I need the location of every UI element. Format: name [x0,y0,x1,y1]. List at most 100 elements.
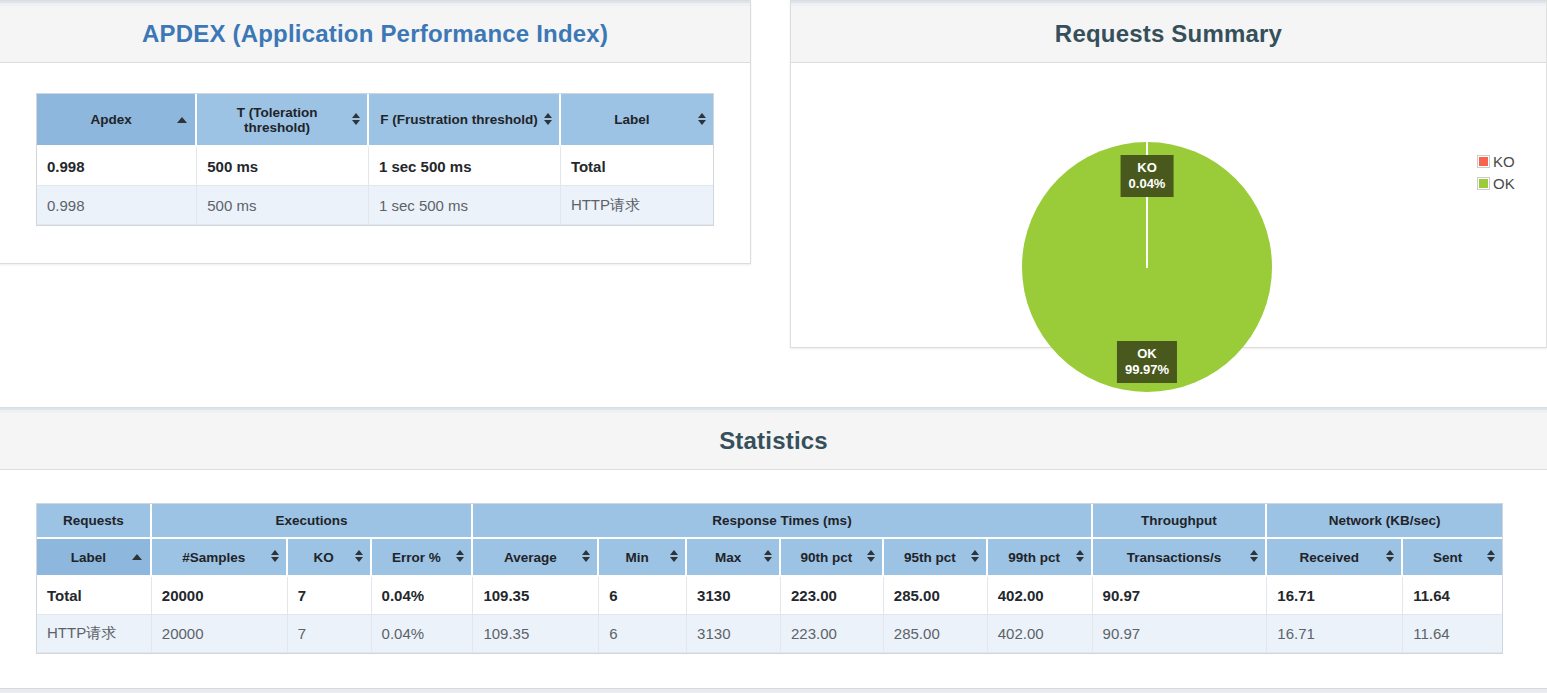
stats-cell: 285.00 [884,577,988,615]
group-header-throughput: Throughput [1093,504,1268,539]
apdex-panel: APDEX (Application Performance Index) Ap… [0,0,751,264]
stats-cell: 7 [288,615,372,653]
stats-column-label: KO [313,550,333,565]
pie-label-ok: OK 99.97% [1117,341,1177,383]
stats-cell: 20000 [152,577,288,615]
apdex-cell: 1 sec 500 ms [369,186,561,225]
stats-column-label: 95th pct [904,550,956,565]
apdex-column-header-apdex[interactable]: Apdex [37,94,197,147]
pie-label-ok-percent: 99.97% [1125,362,1169,378]
stats-column-label: Sent [1433,550,1462,565]
stats-column-label: 90th pct [801,550,853,565]
legend-label-ko: KO [1493,153,1515,170]
group-header-network: Network (KB/sec) [1267,504,1502,539]
apdex-cell: 500 ms [197,147,369,186]
stats-cell: 0.04% [372,577,474,615]
requests-summary-title: Requests Summary [1055,20,1282,48]
legend-swatch-ko [1477,155,1490,168]
stats-column-header-99th[interactable]: 99th pct [988,539,1093,577]
pie-label-ok-name: OK [1125,346,1169,362]
apdex-cell: 0.998 [37,186,197,225]
stats-column-label: 99th pct [1008,550,1060,565]
stats-column-header-ko[interactable]: KO [288,539,372,577]
stats-column-header-received[interactable]: Received [1267,539,1403,577]
group-header-executions: Executions [152,504,474,539]
jmeter-dashboard: APDEX (Application Performance Index) Ap… [0,0,1547,693]
sort-icon [764,550,772,562]
apdex-cell: 500 ms [197,186,369,225]
stats-cell: 11.64 [1403,615,1502,653]
statistics-table: Requests Executions Response Times (ms) … [36,503,1503,654]
pie-legend: KO OK [1477,150,1515,194]
sort-ascending-icon [132,554,142,560]
requests-summary-chart-area: KO 0.04% OK 99.97% KO OK [791,63,1546,347]
apdex-column-header-label[interactable]: Label [561,94,713,147]
sort-icon [1076,550,1084,562]
apdex-cell: 1 sec 500 ms [369,147,561,186]
stats-column-label: Average [504,550,557,565]
stats-column-header-min[interactable]: Min [599,539,687,577]
apdex-panel-heading: APDEX (Application Performance Index) [0,6,750,63]
statistics-title: Statistics [719,427,828,455]
requests-summary-heading: Requests Summary [791,6,1546,63]
stats-column-header-error-pct[interactable]: Error % [372,539,474,577]
sort-icon [971,550,979,562]
stats-column-label: Error % [392,550,441,565]
next-panel-edge [0,688,1547,693]
stats-column-header-max[interactable]: Max [687,539,781,577]
apdex-column-label: T (Toleration threshold) [237,105,318,135]
legend-label-ok: OK [1493,175,1515,192]
apdex-column-header-frustration[interactable]: F (Frustration threshold) [369,94,561,147]
stats-cell: Total [37,577,152,615]
stats-cell: 16.71 [1267,615,1403,653]
apdex-column-header-toleration[interactable]: T (Toleration threshold) [197,94,369,147]
sort-icon [352,113,360,125]
pie-label-ko-percent: 0.04% [1129,176,1166,192]
sort-icon [544,113,552,125]
requests-summary-panel: Requests Summary KO 0.04% OK 99.97% KO O [790,0,1547,348]
stats-cell: 90.97 [1093,577,1268,615]
stats-column-header-average[interactable]: Average [473,539,599,577]
sort-icon [1386,550,1394,562]
stats-cell: 109.35 [473,577,599,615]
apdex-column-label: Apdex [90,112,131,127]
stats-column-header-label[interactable]: Label [37,539,152,577]
sort-icon [582,550,590,562]
group-header-requests: Requests [37,504,152,539]
stats-row-http: HTTP请求 20000 7 0.04% 109.35 6 3130 223.0… [37,615,1502,653]
stats-cell: 402.00 [988,577,1093,615]
statistics-heading: Statistics [0,413,1547,470]
apdex-row-total: 0.998 500 ms 1 sec 500 ms Total [37,147,713,186]
stats-column-label: #Samples [182,550,245,565]
stats-cell: 16.71 [1267,577,1403,615]
stats-cell: 11.64 [1403,577,1502,615]
sort-icon [271,550,279,562]
sort-icon [1487,550,1495,562]
stats-cell: 3130 [687,577,781,615]
stats-column-header-sent[interactable]: Sent [1403,539,1502,577]
stats-cell: 6 [599,615,687,653]
stats-column-label: Transactions/s [1127,550,1222,565]
apdex-cell: 0.998 [37,147,197,186]
stats-column-header-samples[interactable]: #Samples [152,539,288,577]
statistics-panel: Statistics Requests Executions Response … [0,407,1547,688]
legend-item-ok: OK [1477,172,1515,194]
stats-column-header-95th[interactable]: 95th pct [884,539,988,577]
stats-cell: 6 [599,577,687,615]
sort-ascending-icon [177,117,187,123]
stats-cell: 7 [288,577,372,615]
stats-column-label: Max [715,550,741,565]
stats-cell: 285.00 [884,615,988,653]
apdex-title: APDEX (Application Performance Index) [142,20,608,48]
stats-cell: 90.97 [1093,615,1268,653]
sort-icon [670,550,678,562]
sort-icon [698,113,706,125]
stats-cell: 402.00 [988,615,1093,653]
sort-icon [1250,550,1258,562]
stats-column-header-transactions[interactable]: Transactions/s [1093,539,1268,577]
sort-icon [355,550,363,562]
stats-column-header-90th[interactable]: 90th pct [781,539,884,577]
apdex-table-wrap: Apdex T (Toleration threshold) F (Frustr… [0,63,750,226]
pie-label-ko: KO 0.04% [1121,155,1174,197]
stats-column-label: Min [626,550,649,565]
